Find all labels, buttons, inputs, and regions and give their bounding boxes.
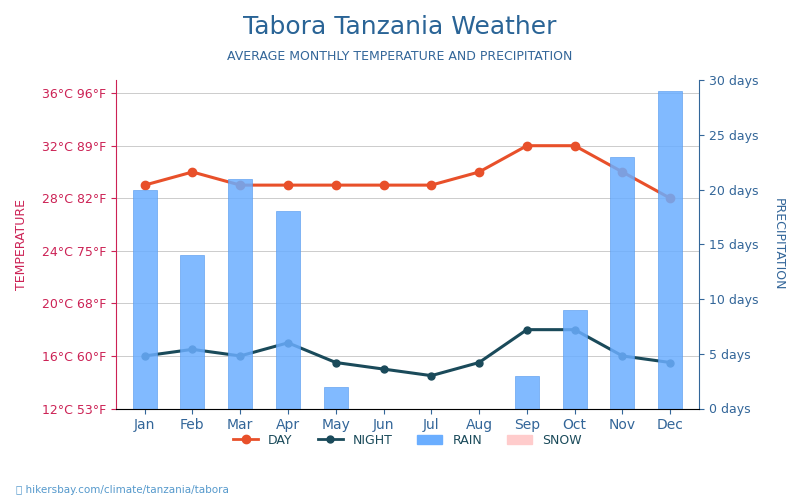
Y-axis label: TEMPERATURE: TEMPERATURE bbox=[15, 198, 28, 290]
Bar bbox=[658, 91, 682, 408]
Bar bbox=[276, 212, 300, 408]
Text: 📍 hikersbay.com/climate/tanzania/tabora: 📍 hikersbay.com/climate/tanzania/tabora bbox=[16, 485, 229, 495]
Bar bbox=[515, 376, 539, 408]
Bar bbox=[181, 255, 204, 408]
Bar bbox=[228, 178, 252, 408]
Bar bbox=[133, 190, 157, 408]
Bar bbox=[610, 156, 634, 408]
Text: Tabora Tanzania Weather: Tabora Tanzania Weather bbox=[243, 15, 557, 39]
Y-axis label: PRECIPITATION: PRECIPITATION bbox=[772, 198, 785, 290]
Bar bbox=[324, 386, 348, 408]
Legend: DAY, NIGHT, RAIN, SNOW: DAY, NIGHT, RAIN, SNOW bbox=[228, 428, 587, 452]
Bar bbox=[562, 310, 586, 408]
Text: AVERAGE MONTHLY TEMPERATURE AND PRECIPITATION: AVERAGE MONTHLY TEMPERATURE AND PRECIPIT… bbox=[227, 50, 573, 63]
